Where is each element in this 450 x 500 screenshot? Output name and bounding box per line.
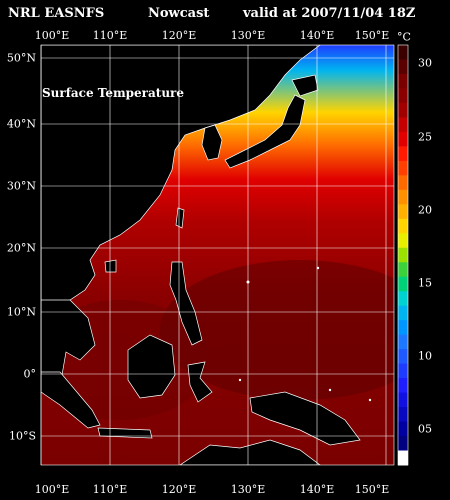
sulawesi <box>187 361 213 403</box>
colorbar-swatch <box>398 450 408 466</box>
lat-label: 10°N <box>6 305 36 319</box>
colorbar-tick: 20 <box>418 203 432 217</box>
colorbar-swatch <box>398 436 408 452</box>
colorbar-tick: 25 <box>418 130 432 144</box>
colorbar-swatch <box>398 102 408 118</box>
lon-label-bottom: 120°E <box>161 483 197 496</box>
colorbar-swatch <box>398 262 408 278</box>
colorbar-swatch <box>398 117 408 133</box>
lat-label: 20°N <box>6 241 36 255</box>
java <box>97 427 153 439</box>
colorbar-swatch <box>398 334 408 350</box>
colorbar-swatch <box>398 276 408 292</box>
colorbar-swatch <box>398 247 408 263</box>
colorbar-tick: 30 <box>418 56 432 70</box>
island <box>238 378 242 382</box>
lon-label-bottom: 150°E <box>354 483 390 496</box>
lon-label-top: 130°E <box>230 29 266 42</box>
lon-label-top: 150°E <box>354 29 390 42</box>
colorbar-swatch <box>398 407 408 423</box>
lat-label: 40°N <box>6 117 36 131</box>
colorbar-swatch <box>398 363 408 379</box>
colorbar-swatch <box>398 146 408 162</box>
sumatra <box>41 371 101 429</box>
colorbar-swatch <box>398 189 408 205</box>
lon-label-bottom: 130°E <box>230 483 266 496</box>
hainan <box>104 259 117 273</box>
colorbar-swatch <box>398 305 408 321</box>
map-subtitle: Surface Temperature <box>42 86 185 100</box>
borneo <box>127 334 176 399</box>
colorbar <box>398 45 408 466</box>
lon-label-top: 140°E <box>299 29 335 42</box>
lat-label: 0° <box>23 367 37 381</box>
colorbar-swatch <box>398 392 408 408</box>
valid-time: valid at 2007/11/04 18Z <box>243 6 416 21</box>
lon-label-bottom: 140°E <box>299 483 335 496</box>
lon-label-top: 100°E <box>34 29 70 42</box>
colorbar-unit: °C <box>397 30 411 44</box>
colorbar-swatch <box>398 218 408 234</box>
colorbar-tick: 15 <box>418 276 432 290</box>
colorbar-swatch <box>398 59 408 75</box>
lat-label: 50°N <box>6 51 36 65</box>
warm-pool <box>160 260 394 400</box>
philippines <box>169 261 203 346</box>
colorbar-swatch <box>398 204 408 220</box>
colorbar-frame <box>397 44 409 466</box>
colorbar-swatch <box>398 378 408 394</box>
forecast-type: Nowcast <box>148 6 210 21</box>
japan <box>224 94 306 169</box>
lon-label-bottom: 110°E <box>92 483 128 496</box>
lat-label: 30°N <box>6 179 36 193</box>
island <box>368 398 372 402</box>
colorbar-swatch <box>398 73 408 89</box>
mainland-asia <box>41 45 321 311</box>
colorbar-swatch <box>398 421 408 437</box>
lon-label-top: 120°E <box>161 29 197 42</box>
lon-label-top: 110°E <box>92 29 128 42</box>
new-guinea <box>249 391 361 446</box>
australia <box>179 439 321 465</box>
colorbar-tick: 05 <box>418 422 432 436</box>
korea-peninsula <box>201 124 223 161</box>
lon-label-bottom: 100°E <box>34 483 70 496</box>
colorbar-swatch <box>398 233 408 249</box>
colorbar-swatch <box>398 320 408 336</box>
model-name: NRL EASNFS <box>8 6 105 21</box>
colorbar-swatch <box>398 88 408 104</box>
colorbar-tick: 10 <box>418 349 432 363</box>
taiwan <box>175 207 185 229</box>
island <box>316 266 320 270</box>
colorbar-swatch <box>398 175 408 191</box>
graticule <box>40 44 395 466</box>
colorbar-swatch <box>398 45 408 60</box>
colorbar-swatch <box>398 131 408 147</box>
colorbar-swatch <box>398 291 408 307</box>
lat-label: 10°S <box>8 429 36 443</box>
colorbar-swatch <box>398 349 408 365</box>
colorbar-swatch <box>398 160 408 176</box>
island <box>328 388 332 392</box>
hokkaido <box>291 74 319 97</box>
